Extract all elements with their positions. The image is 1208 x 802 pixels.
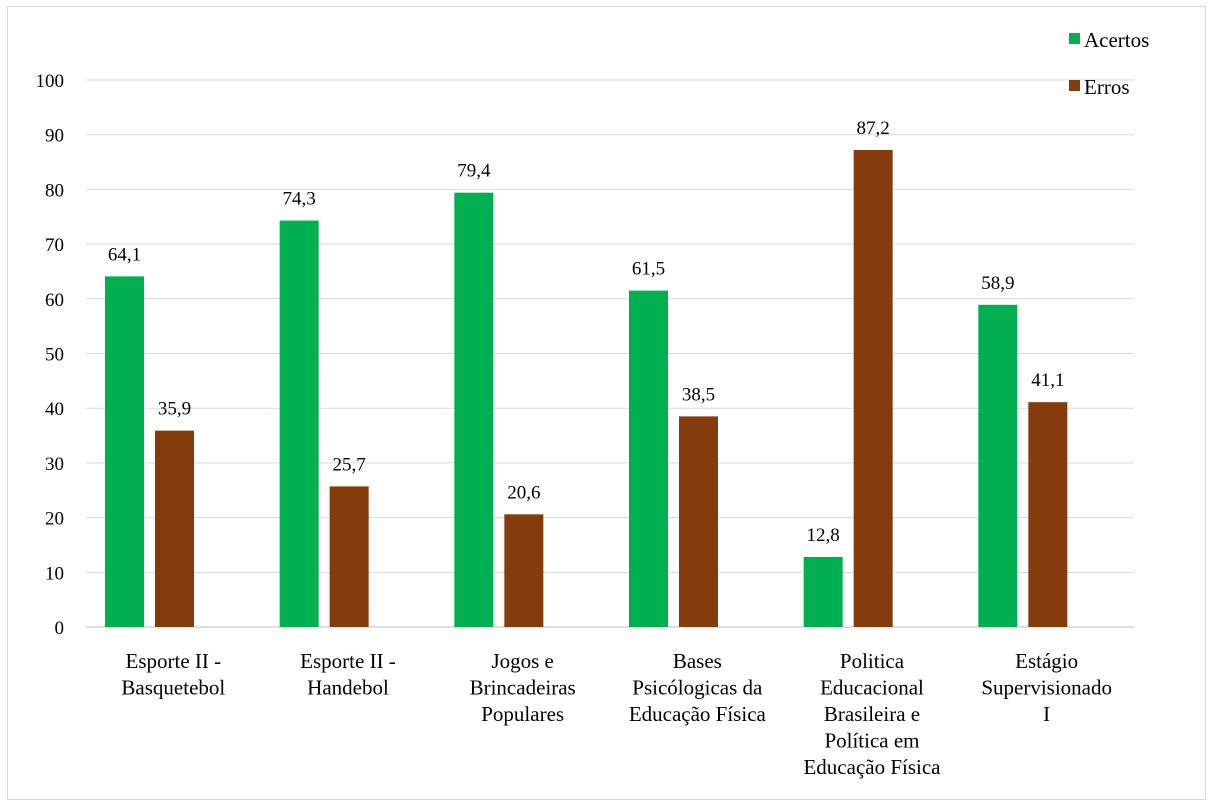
legend-label-acertos: Acertos — [1084, 28, 1149, 52]
bar-acertos-0 — [105, 276, 144, 627]
data-label-acertos-3: 61,5 — [632, 259, 665, 280]
y-tick-label: 20 — [45, 509, 64, 530]
data-label-erros-3: 38,5 — [682, 384, 715, 405]
data-label-erros-0: 35,9 — [158, 399, 191, 420]
data-labels: 64,1 74,3 79,4 61,5 12,8 58,9 35,9 25,7 20,6 38,5… — [108, 118, 1065, 546]
category-label-line: Politica — [840, 649, 905, 673]
category-label-line: Brasileira e — [824, 702, 920, 726]
legend-label-erros: Erros — [1084, 75, 1130, 99]
data-label-acertos-0: 64,1 — [108, 244, 141, 265]
x-axis-categories: Esporte II - Basquetebol Esporte II - Hande… — [121, 649, 1112, 779]
gridlines — [86, 79, 1134, 628]
data-label-acertos-1: 74,3 — [283, 189, 316, 210]
category-label-line: Educação Física — [629, 702, 767, 726]
y-tick-label: 50 — [45, 345, 64, 366]
category-label-line: Basquetebol — [121, 676, 225, 700]
bar-erros-4 — [853, 150, 893, 628]
data-label-erros-1: 25,7 — [333, 454, 366, 475]
y-tick-label: 40 — [45, 399, 64, 420]
category-label-line: I — [1043, 702, 1050, 726]
data-label-erros-4: 87,2 — [857, 118, 890, 139]
bar-erros-2 — [504, 514, 544, 627]
legend: Acertos Erros — [1069, 28, 1149, 99]
bar-acertos-2 — [454, 192, 494, 627]
category-label-line: Esporte II - — [126, 649, 222, 673]
category-label: Estágio Supervisionado I — [981, 649, 1112, 726]
category-label: Esporte II - Basquetebol — [121, 649, 225, 700]
category-label: Bases Psicólogicas da Educação Física — [629, 649, 767, 726]
data-label-acertos-2: 79,4 — [457, 161, 491, 182]
bar-acertos-1 — [279, 220, 319, 628]
y-tick-label: 30 — [45, 454, 64, 475]
legend-swatch-erros — [1069, 80, 1080, 91]
bar-erros-0 — [155, 430, 194, 627]
category-label-line: Bases — [673, 649, 722, 673]
bar-acertos-3 — [629, 290, 668, 627]
y-tick-label: 70 — [45, 235, 64, 256]
category-label-line: Handebol — [307, 676, 389, 700]
y-tick-label: 80 — [45, 180, 64, 201]
legend-swatch-acertos — [1069, 33, 1080, 44]
category-label-line: Estágio — [1015, 649, 1078, 673]
data-label-erros-5: 41,1 — [1031, 370, 1064, 391]
category-label-line: Educacional — [820, 676, 924, 700]
bar-erros-3 — [679, 416, 718, 627]
y-tick-label: 90 — [45, 126, 64, 147]
bar-erros-5 — [1028, 402, 1068, 627]
bar-acertos-4 — [803, 556, 843, 627]
category-label-line: Psicólogicas da — [632, 676, 763, 700]
y-axis-ticks: 0 10 20 30 40 50 60 70 80 90 100 — [36, 71, 65, 639]
category-label: Esporte II - Handebol — [300, 649, 396, 700]
category-label-line: Esporte II - — [300, 649, 396, 673]
data-label-erros-2: 20,6 — [507, 482, 540, 503]
category-label-line: Brincadeiras — [470, 676, 576, 700]
bar-acertos-5 — [978, 304, 1018, 627]
chart-frame — [7, 6, 1206, 800]
bars — [105, 150, 1068, 628]
data-label-acertos-4: 12,8 — [807, 525, 840, 546]
bar-erros-1 — [329, 486, 369, 627]
category-label-line: Jogos e — [491, 649, 553, 673]
category-label: Jogos e Brincadeiras Populares — [470, 649, 576, 726]
y-tick-label: 60 — [45, 290, 64, 311]
y-tick-label: 10 — [45, 563, 64, 584]
category-label-line: Educação Física — [803, 755, 941, 779]
data-label-acertos-5: 58,9 — [981, 273, 1014, 294]
category-label: Politica Educacional Brasileira e Política … — [803, 649, 941, 779]
category-label-line: Supervisionado — [981, 676, 1112, 700]
y-tick-label: 100 — [36, 71, 65, 92]
category-label-line: Populares — [481, 702, 564, 726]
category-label-line: Política em — [824, 729, 919, 753]
y-tick-label: 0 — [55, 618, 65, 639]
